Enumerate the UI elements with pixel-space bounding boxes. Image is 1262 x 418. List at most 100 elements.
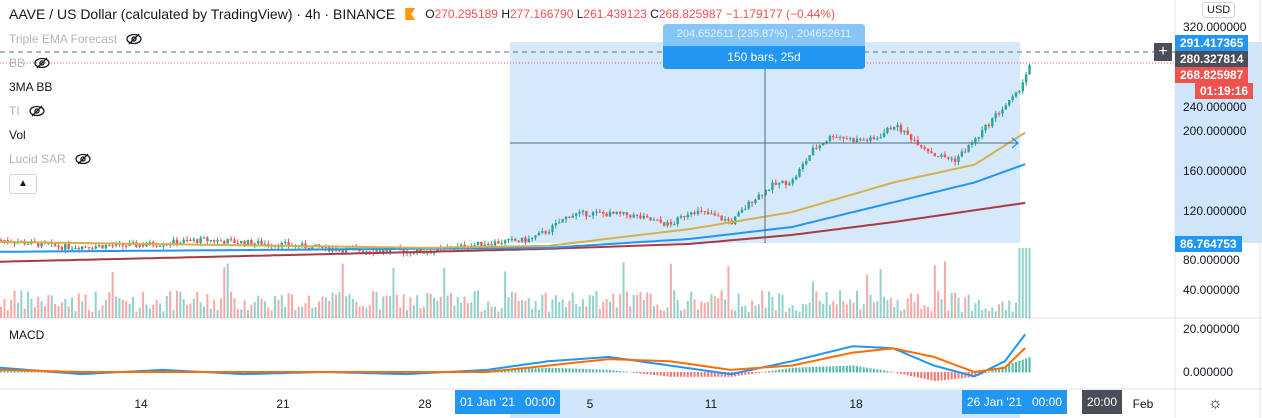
candle-body — [520, 237, 524, 242]
macd-histogram-bar — [903, 372, 906, 375]
macd-histogram-bar — [987, 371, 990, 373]
candle-body — [382, 249, 385, 253]
candle-body — [510, 238, 514, 240]
macd-histogram-bar — [778, 369, 781, 373]
candle-body — [1014, 92, 1018, 97]
macd-histogram-bar — [798, 367, 801, 373]
volume-bar — [724, 299, 727, 318]
macd-histogram-bar — [625, 371, 628, 373]
candle-body — [500, 243, 503, 245]
macd-histogram-bar — [571, 368, 574, 373]
indicator-legend-item[interactable]: BB — [9, 56, 51, 70]
volume-bar — [54, 304, 57, 318]
candle-body — [547, 232, 551, 234]
volume-bar — [16, 302, 19, 318]
volume-bar — [998, 304, 1001, 318]
volume-bar — [571, 292, 574, 318]
candle-body — [717, 215, 720, 217]
volume-bar — [683, 309, 686, 318]
macd-histogram-bar — [0, 369, 2, 373]
volume-bar — [605, 299, 608, 318]
candle-body — [696, 210, 700, 214]
macd-histogram-bar — [849, 365, 852, 373]
candle-body — [669, 222, 673, 225]
candle-body — [761, 194, 764, 196]
candle-body — [558, 222, 561, 224]
indicator-legend-item[interactable]: Triple EMA Forecast — [9, 32, 143, 46]
macd-histogram-bar — [10, 370, 13, 373]
candle-body — [243, 240, 246, 246]
macd-histogram-bar — [1015, 361, 1017, 373]
volume-bar — [920, 308, 923, 318]
volume-bar — [798, 311, 801, 318]
macd-histogram-bar — [744, 372, 747, 375]
candle-body — [818, 145, 821, 149]
volume-bar — [216, 309, 219, 318]
candle-body — [581, 210, 585, 212]
macd-histogram-bar — [852, 365, 855, 373]
volume-bar — [186, 304, 189, 318]
volume-bar — [125, 300, 128, 318]
volume-bar — [896, 300, 899, 318]
ma-line-blue — [0, 163, 1026, 253]
volume-bar — [429, 293, 432, 318]
candle-body — [835, 137, 838, 139]
volume-bar — [717, 297, 720, 318]
volume-bar — [27, 291, 30, 318]
candle-body — [700, 210, 703, 212]
measure-arrow-icon — [1011, 137, 1020, 149]
volume-bar — [778, 293, 781, 318]
candle-body — [111, 245, 114, 247]
interval[interactable]: 4h — [304, 6, 321, 22]
candle-body — [635, 214, 639, 216]
macd-histogram-bar — [808, 367, 811, 373]
candle-body — [974, 138, 977, 144]
candle-body — [158, 245, 162, 247]
volume-bar — [243, 300, 246, 318]
macd-histogram-bar — [984, 372, 987, 374]
volume-bar — [639, 292, 642, 318]
macd-histogram-bar — [659, 372, 662, 376]
candle-body — [913, 139, 916, 141]
indicator-legend-item[interactable]: 3MA BB — [9, 80, 53, 94]
candle-body — [311, 246, 314, 250]
candle-body — [196, 239, 199, 243]
candle-body — [686, 214, 690, 218]
volume-bar — [504, 271, 507, 318]
volume-bar — [974, 303, 977, 318]
indicator-legend-item[interactable]: Lucid SAR — [9, 152, 92, 166]
candle-body — [825, 141, 828, 144]
candle-body — [530, 237, 534, 240]
candle-body — [791, 179, 794, 184]
macd-histogram-bar — [565, 368, 568, 373]
indicator-legend-item[interactable]: TI — [9, 104, 46, 118]
volume-bar — [453, 305, 456, 318]
collapse-legend-button[interactable]: ▲ — [9, 174, 37, 194]
candle-body — [192, 239, 196, 241]
flag-icon[interactable] — [405, 8, 416, 20]
add-alert-button[interactable]: + — [1154, 43, 1172, 61]
candle-body — [720, 215, 723, 221]
macd-histogram-bar — [619, 370, 622, 373]
volume-bar — [43, 306, 46, 318]
candle-body — [801, 164, 805, 170]
macd-histogram-bar — [1001, 366, 1004, 373]
settings-gear-icon[interactable]: ☼ — [1208, 395, 1223, 412]
candle-body — [805, 160, 808, 165]
volume-bar — [50, 295, 53, 318]
macd-histogram-bar — [1021, 359, 1024, 373]
volume-bar — [33, 307, 36, 318]
macd-histogram-bar — [740, 372, 743, 376]
volume-bar — [446, 295, 449, 318]
currency-button[interactable]: USD — [1202, 2, 1236, 18]
volume-bar — [118, 298, 121, 318]
candle-body — [517, 240, 520, 242]
candle-body — [936, 156, 940, 158]
volume-bar — [338, 291, 341, 318]
candle-body — [984, 124, 987, 131]
macd-histogram-bar — [737, 372, 740, 376]
indicator-legend-item[interactable]: Vol — [9, 128, 26, 142]
volume-bar — [899, 311, 902, 318]
volume-bar — [169, 291, 172, 318]
